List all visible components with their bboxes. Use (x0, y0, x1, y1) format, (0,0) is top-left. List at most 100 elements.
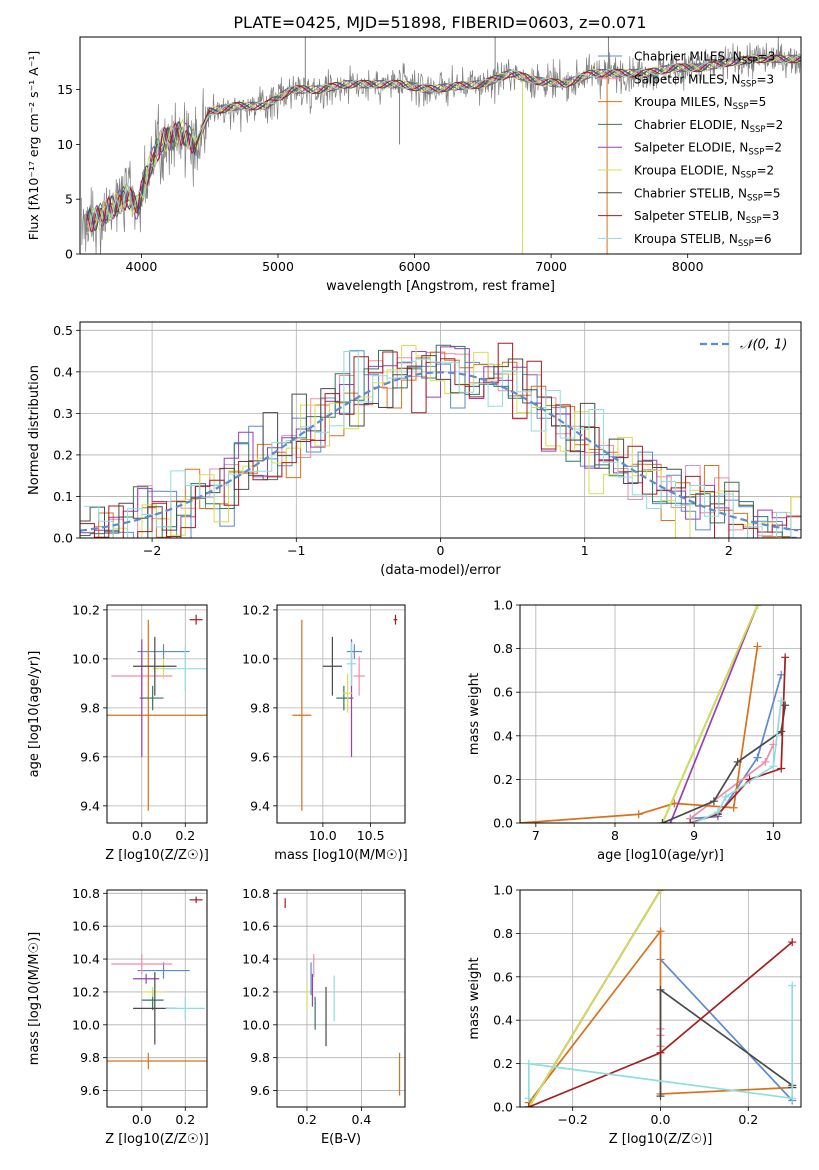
y-tick-label: 0.0 (493, 816, 513, 831)
mass-weight-vs-Z-y-axis-label: mass weight (467, 957, 482, 1039)
age-vs-Z-panel: 0.0 0.2 9.4 9.6 9.8 10.0 10.2 Z [log10(Z/Z☉)] ag… (27, 602, 209, 863)
mass-vs-Z-y-axis-label: mass [log10(M/M☉)] (27, 932, 42, 1065)
age-vs-Z-plot-area (107, 614, 207, 811)
y-tick-label: 9.8 (250, 1050, 270, 1065)
x-tick-label: −2 (143, 543, 161, 558)
legend-entry: 𝒩(0, 1) (740, 338, 787, 353)
y-tick-label: 9.4 (250, 798, 270, 813)
y-tick-label: 0.2 (53, 447, 73, 462)
x-tick-label: 4000 (126, 259, 158, 274)
age-vs-mass-grid (277, 605, 405, 823)
weight-marker (709, 797, 718, 806)
x-tick-label: 7000 (535, 259, 567, 274)
x-tick-label: 10.5 (357, 828, 385, 843)
data-point (165, 996, 205, 1020)
figure-title: PLATE=0425, MJD=51898, FIBERID=0603, z=0… (233, 13, 646, 32)
y-tick-label: 5 (65, 192, 73, 207)
spectrum-frame (79, 36, 802, 255)
x-tick-label: 5000 (262, 259, 294, 274)
mass-weight-vs-Z-plot-area (524, 890, 797, 1107)
age-vs-Z-y-axis-label: age [log10(age/yr)] (27, 651, 42, 778)
mass-weight-vs-age-y-axis-label: mass weight (467, 673, 482, 755)
legend-entry: Chabrier ELODIE, NSSP=2 (634, 118, 783, 135)
x-tick-label: 1 (581, 543, 589, 558)
y-tick-label: 10.0 (242, 651, 270, 666)
residuals-panel: −2 −1 0 1 2 0.0 0.1 0.2 0.3 0.4 0.5 (data-model)/er… (27, 321, 802, 578)
weight-marker (656, 1048, 665, 1057)
x-tick-label: 10 (765, 828, 781, 843)
y-tick-label: 10.6 (72, 919, 100, 934)
x-tick-label: 0.2 (175, 1112, 195, 1127)
weight-series-5 (528, 890, 662, 1107)
weight-series-8 (527, 985, 794, 1100)
y-tick-label: 10.4 (242, 952, 270, 967)
y-tick-label: 0.0 (53, 531, 73, 546)
weight-marker (634, 810, 643, 819)
y-tick-label: 10.2 (242, 984, 270, 999)
x-tick-label: 10.0 (309, 828, 337, 843)
residuals-x-axis-label: (data-model)/error (380, 563, 501, 578)
mass-vs-EBV-panel: 0.2 0.4 9.6 9.8 10.0 10.2 10.4 10.6 10.8 E(B-V) (242, 886, 406, 1147)
model-fit-line-4 (86, 54, 801, 227)
y-tick-label: 0.4 (53, 364, 73, 379)
x-tick-label: 8000 (672, 259, 704, 274)
data-point (189, 614, 203, 625)
y-tick-label: 9.6 (250, 749, 270, 764)
mass-vs-Z-panel: 0.0 0.2 9.6 9.8 10.0 10.2 10.4 10.6 10.8 Z [log10… (27, 886, 209, 1147)
data-point (107, 1052, 207, 1070)
residual-histogram-7 (80, 342, 801, 538)
y-tick-label: 0.8 (493, 641, 513, 656)
data-point (107, 619, 207, 811)
residuals-plot-area (80, 342, 801, 538)
y-tick-label: 10.0 (72, 1017, 100, 1032)
mass-vs-Z-x-axis-label: Z [log10(Z/Z☉)] (105, 1132, 209, 1147)
data-point (346, 644, 363, 659)
age-vs-Z-frame (106, 604, 208, 824)
weight-marker (788, 981, 797, 990)
x-tick-label: 6000 (399, 259, 431, 274)
weight-marker (656, 985, 665, 994)
weight-marker (524, 1059, 533, 1068)
x-tick-label: 0.0 (132, 828, 152, 843)
age-vs-mass-panel: 10.0 10.5 9.4 9.6 9.8 10.0 10.2 mass [log10(M/M… (242, 602, 408, 863)
x-tick-label: 2 (725, 543, 733, 558)
y-tick-label: 10.6 (242, 919, 270, 934)
legend-entry: Salpeter STELIB, NSSP=3 (634, 209, 779, 226)
legend-entry: Kroupa STELIB, NSSP=6 (634, 232, 772, 249)
legend-entry: Chabrier STELIB, NSSP=5 (634, 186, 781, 203)
weight-marker (656, 890, 665, 894)
x-tick-label: 0.2 (297, 1112, 317, 1127)
y-tick-label: 0.4 (493, 728, 513, 743)
weight-marker (658, 819, 667, 823)
y-tick-label: 9.6 (250, 1083, 270, 1098)
weight-marker (753, 753, 762, 762)
normal-distribution-curve (80, 371, 799, 532)
y-tick-label: 0.2 (493, 1056, 513, 1071)
residual-histogram-8 (84, 351, 801, 538)
y-tick-label: 10.0 (242, 1017, 270, 1032)
y-tick-label: 10.2 (242, 602, 270, 617)
y-tick-label: 1.0 (493, 598, 513, 613)
y-tick-label: 9.6 (80, 1083, 100, 1098)
y-tick-label: 0.1 (53, 489, 73, 504)
weight-marker (656, 1092, 665, 1101)
x-tick-label: 0.0 (651, 1112, 671, 1127)
model-fit-line-7 (86, 54, 801, 233)
weight-marker (761, 757, 770, 766)
model-fit-line-8 (86, 54, 801, 235)
legend-entry: Salpeter MILES, NSSP=3 (634, 72, 774, 89)
spectrum-y-axis-label: Flux [fλ10⁻¹⁷ erg cm⁻² s⁻¹ A⁻¹] (26, 51, 41, 240)
spectrum-panel: 4000 5000 6000 7000 8000 0 5 10 15 wavelength [An… (26, 36, 802, 294)
y-tick-label: 1.0 (493, 883, 513, 898)
y-tick-label: 10.2 (72, 984, 100, 999)
y-tick-label: 10.2 (72, 602, 100, 617)
spectrum-plot-area (81, 37, 801, 254)
x-tick-label: 0.4 (351, 1112, 371, 1127)
age-vs-mass-plot-area (292, 614, 398, 811)
y-tick-label: 9.8 (80, 1050, 100, 1065)
mass-vs-Z-plot-area (107, 896, 207, 1070)
weight-marker (781, 701, 790, 710)
data-point (137, 644, 190, 659)
data-point (141, 986, 164, 997)
